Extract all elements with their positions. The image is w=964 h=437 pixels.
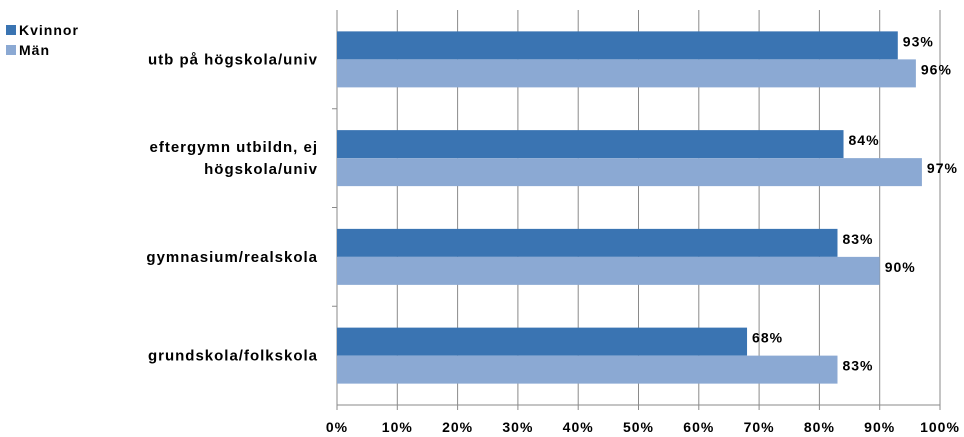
data-label: 83% (842, 231, 873, 247)
legend-swatch-man (6, 45, 16, 55)
x-tick-label: 50% (623, 419, 654, 435)
x-tick-label: 10% (382, 419, 413, 435)
x-tick-label: 60% (683, 419, 714, 435)
legend-item-kvinnor: Kvinnor (6, 20, 79, 40)
bar-kvinnor (337, 228, 838, 257)
data-label: 90% (885, 259, 916, 275)
category-label: högskola/univ (204, 161, 318, 178)
category-label: utb på högskola/univ (148, 51, 318, 68)
data-label: 93% (903, 33, 934, 49)
bar-m-n (337, 158, 922, 187)
bar-kvinnor (337, 327, 748, 356)
x-tick-label: 70% (744, 419, 775, 435)
legend-label-kvinnor: Kvinnor (19, 22, 79, 38)
data-label: 97% (927, 160, 958, 176)
bar-kvinnor (337, 130, 844, 159)
x-tick-label: 80% (804, 419, 835, 435)
data-label: 96% (921, 61, 952, 77)
category-label: eftergymn utbildn, ej (149, 139, 318, 156)
legend-label-man: Män (19, 42, 50, 58)
legend-item-man: Män (6, 40, 79, 60)
x-tick-label: 40% (563, 419, 594, 435)
x-tick-label: 0% (326, 419, 348, 435)
x-tick-label: 90% (864, 419, 895, 435)
x-tick-label: 20% (442, 419, 473, 435)
data-label: 68% (752, 330, 783, 346)
legend: Kvinnor Män (6, 20, 79, 60)
x-tick-label: 30% (502, 419, 533, 435)
x-tick-label: 100% (920, 419, 960, 435)
data-label: 84% (849, 132, 880, 148)
legend-swatch-kvinnor (6, 25, 16, 35)
bar-kvinnor (337, 31, 898, 60)
data-label: 83% (842, 358, 873, 374)
category-label: gymnasium/realskola (146, 249, 318, 266)
category-label: grundskola/folkskola (148, 348, 318, 365)
bar-m-n (337, 355, 838, 384)
bar-m-n (337, 256, 880, 285)
bar-m-n (337, 59, 916, 88)
